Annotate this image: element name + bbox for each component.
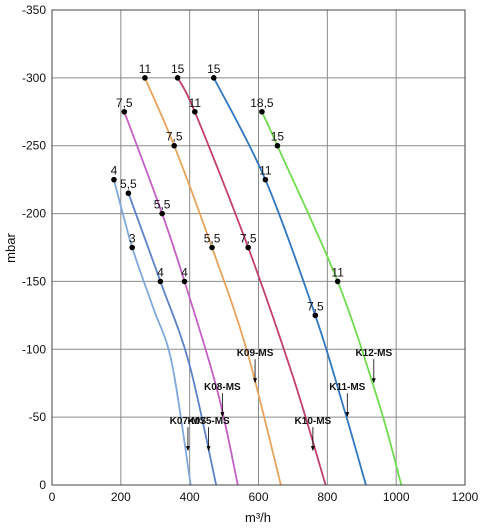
point-k08-ms (121, 108, 128, 115)
curve-k12-ms (261, 111, 403, 486)
point-label-k09-ms: 5,5 (204, 232, 221, 246)
x-tick-label: 1000 (383, 490, 410, 504)
tag-label-k11-ms: K11-MS (329, 382, 365, 393)
tag-label-k12-ms: K12-MS (355, 348, 392, 359)
curve-k09-ms (144, 77, 282, 486)
tag-arrow-k09-ms (253, 378, 258, 384)
point-k12-ms (334, 278, 341, 285)
x-tick-label: 0 (49, 490, 56, 504)
grid-layer (51, 9, 466, 486)
point-k12-ms (274, 142, 281, 149)
y-tick-label: -150 (22, 274, 46, 288)
point-k07-ms (129, 244, 135, 251)
point-k11-ms (262, 176, 269, 183)
y-tick-label: -200 (22, 207, 46, 221)
point-k09-ms (209, 244, 215, 251)
point-label-k09-ms: 11 (139, 62, 152, 76)
point-k11-ms (210, 75, 217, 81)
y-axis-label: mbar (3, 233, 18, 263)
x-axis-label: m³/h (245, 510, 271, 525)
y-tick-label: -350 (22, 3, 46, 17)
tag-arrow-k12-ms (371, 378, 376, 384)
point-k07-ms (111, 176, 117, 183)
point-label-k10-ms: 7,5 (240, 232, 257, 246)
tag-arrow-k10-ms (310, 446, 315, 452)
tag-arrow-k11-ms (345, 412, 350, 418)
tag-arrow-k075-ms (206, 446, 211, 452)
point-k12-ms (259, 108, 265, 115)
point-k075-ms (125, 190, 132, 197)
point-label-k075-ms: 5,5 (120, 177, 137, 191)
point-k10-ms (245, 244, 251, 251)
y-tick-label: -50 (29, 410, 47, 424)
point-k075-ms (157, 278, 164, 285)
point-label-k07-ms: 4 (111, 164, 118, 178)
x-tick-label: 1200 (452, 490, 479, 504)
point-label-k12-ms: 11 (331, 265, 344, 279)
y-tick-label: 0 (39, 478, 46, 492)
point-label-k07-ms: 3 (129, 232, 136, 246)
curve-k07-ms (113, 179, 192, 486)
point-label-k075-ms: 4 (157, 265, 164, 279)
tag-label-k10-ms: K10-MS (295, 416, 332, 427)
plot-frame (51, 9, 466, 486)
tag-label-k07-ms: K07-MS (170, 416, 207, 427)
point-label-k12-ms: 18,5 (250, 96, 274, 110)
point-k08-ms (159, 210, 165, 217)
x-tick-label: 400 (180, 490, 200, 504)
curve-k075-ms (127, 192, 218, 486)
point-k09-ms (171, 142, 177, 149)
tag-label-k075-ms: K075-MS (187, 416, 230, 427)
point-label-k09-ms: 7,5 (166, 130, 183, 144)
x-tick-label: 200 (111, 490, 131, 504)
point-k10-ms (192, 108, 198, 115)
point-k08-ms (181, 278, 188, 285)
x-tick-label: 600 (248, 490, 268, 504)
axis-layer: 0 200 400 600 800 1000 1200 0 -50 -100 -150 -200 -25… (22, 3, 479, 504)
tag-arrow-k08-ms (220, 412, 225, 418)
point-k09-ms (142, 75, 148, 81)
point-label-k08-ms: 7,5 (116, 96, 133, 110)
curve-k08-ms (123, 111, 239, 486)
tag-label-k09-ms: K09-MS (237, 348, 274, 359)
y-tick-label: -100 (22, 342, 46, 356)
point-label-k11-ms: 7,5 (307, 299, 324, 313)
y-tick-label: -250 (22, 139, 46, 153)
point-k11-ms (312, 312, 319, 319)
y-tick-label: -300 (22, 71, 46, 85)
curve-k11-ms (212, 77, 367, 486)
tag-arrow-k07-ms (185, 446, 190, 452)
point-label-k12-ms: 15 (271, 130, 285, 144)
point-label-k11-ms: 11 (259, 164, 272, 178)
point-label-k11-ms: 15 (207, 62, 221, 76)
point-k10-ms (174, 75, 181, 81)
x-tick-label: 800 (317, 490, 337, 504)
point-label-k08-ms: 5,5 (154, 198, 171, 212)
point-label-k10-ms: 15 (171, 62, 185, 76)
point-label-k08-ms: 4 (181, 265, 188, 279)
point-label-k10-ms: 11 (189, 96, 202, 110)
marker-layer: 435,547,55,54117,55,515117,515117,518,51… (111, 62, 344, 319)
tag-label-k08-ms: K08-MS (204, 382, 241, 393)
